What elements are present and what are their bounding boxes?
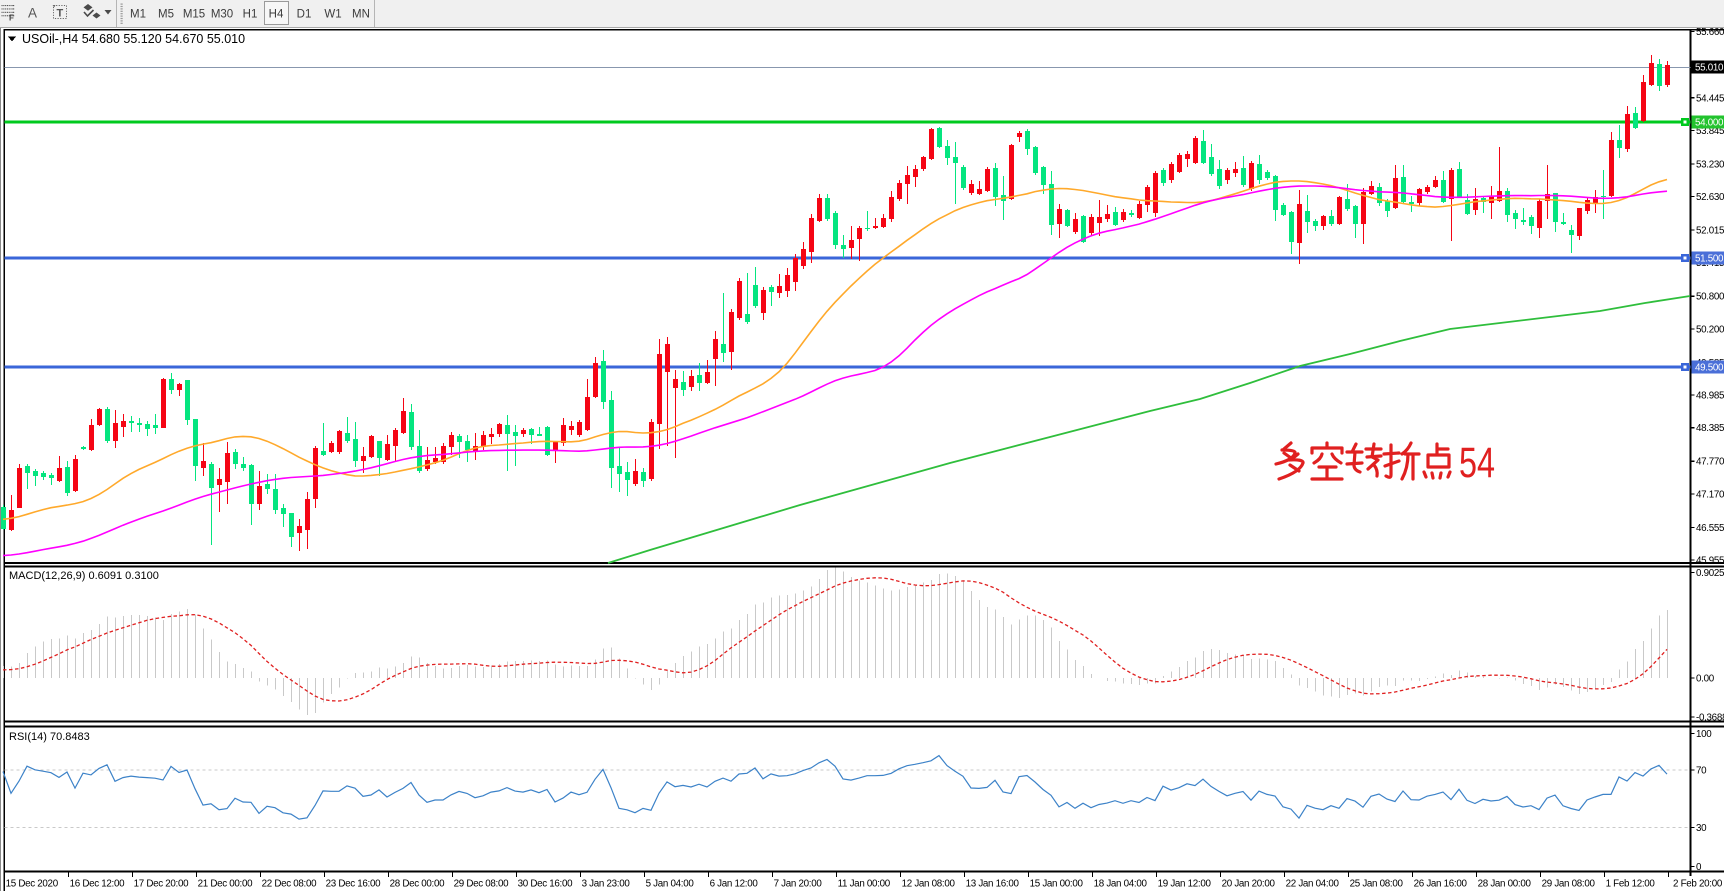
- svg-text:2 Feb 20:00: 2 Feb 20:00: [1673, 879, 1723, 890]
- svg-text:D1: D1: [297, 9, 312, 21]
- svg-text:H1: H1: [243, 9, 258, 21]
- svg-text:29 Dec 08:00: 29 Dec 08:00: [454, 879, 510, 890]
- svg-text:53.845: 53.845: [1696, 126, 1724, 137]
- svg-text:48.985: 48.985: [1696, 391, 1724, 402]
- svg-text:100: 100: [1696, 729, 1712, 740]
- svg-text:48.385: 48.385: [1696, 423, 1724, 434]
- svg-text:28 Dec 00:00: 28 Dec 00:00: [390, 879, 446, 890]
- svg-text:1 Feb 12:00: 1 Feb 12:00: [1606, 879, 1656, 890]
- svg-text:-0.3688: -0.3688: [1696, 713, 1724, 724]
- svg-text:28 Jan 00:00: 28 Jan 00:00: [1478, 879, 1532, 890]
- svg-text:22 Dec 08:00: 22 Dec 08:00: [262, 879, 318, 890]
- svg-text:M5: M5: [158, 9, 174, 21]
- svg-text:13 Jan 16:00: 13 Jan 16:00: [966, 879, 1020, 890]
- svg-text:47.770: 47.770: [1696, 457, 1724, 468]
- svg-text:55.660: 55.660: [1696, 27, 1724, 38]
- svg-text:70: 70: [1696, 766, 1707, 777]
- svg-text:0: 0: [1696, 862, 1702, 873]
- svg-text:54.445: 54.445: [1696, 93, 1724, 104]
- svg-text:12 Jan 08:00: 12 Jan 08:00: [902, 879, 956, 890]
- svg-text:7 Jan 20:00: 7 Jan 20:00: [774, 879, 823, 890]
- svg-text:46.555: 46.555: [1696, 523, 1724, 534]
- svg-text:17 Dec 20:00: 17 Dec 20:00: [134, 879, 190, 890]
- svg-text:MACD(12,26,9) 0.6091 0.3100: MACD(12,26,9) 0.6091 0.3100: [9, 570, 159, 582]
- svg-text:50.800: 50.800: [1696, 292, 1724, 303]
- svg-text:49.500: 49.500: [1695, 363, 1724, 374]
- svg-text:M15: M15: [183, 9, 205, 21]
- svg-text:USOil-,H4 54.680 55.120 54.67: USOil-,H4 54.680 55.120 54.670 55.010: [22, 32, 245, 46]
- svg-text:T: T: [57, 8, 64, 20]
- svg-text:23 Dec 16:00: 23 Dec 16:00: [326, 879, 382, 890]
- svg-text:21 Dec 00:00: 21 Dec 00:00: [198, 879, 254, 890]
- svg-text:F: F: [9, 14, 14, 23]
- svg-text:30: 30: [1696, 823, 1707, 834]
- svg-text:M30: M30: [211, 9, 233, 21]
- svg-text:H4: H4: [269, 9, 284, 21]
- svg-text:29 Jan 08:00: 29 Jan 08:00: [1542, 879, 1596, 890]
- svg-text:A: A: [28, 6, 37, 21]
- svg-text:0.00: 0.00: [1696, 674, 1715, 685]
- svg-text:50.200: 50.200: [1696, 324, 1724, 335]
- svg-text:54: 54: [1459, 439, 1495, 487]
- svg-text:W1: W1: [324, 9, 341, 21]
- svg-text:51.500: 51.500: [1695, 254, 1724, 265]
- svg-text:RSI(14) 70.8483: RSI(14) 70.8483: [9, 731, 90, 743]
- svg-text:52.630: 52.630: [1696, 192, 1724, 203]
- svg-text:55.010: 55.010: [1695, 63, 1724, 74]
- svg-text:45.955: 45.955: [1696, 556, 1724, 567]
- svg-text:16 Dec 12:00: 16 Dec 12:00: [70, 879, 126, 890]
- svg-text:53.230: 53.230: [1696, 159, 1724, 170]
- svg-text:15 Jan 00:00: 15 Jan 00:00: [1030, 879, 1084, 890]
- svg-text:M1: M1: [130, 9, 146, 21]
- svg-text:11 Jan 00:00: 11 Jan 00:00: [838, 879, 891, 890]
- svg-text:0.9025: 0.9025: [1696, 568, 1724, 579]
- svg-text:52.015: 52.015: [1696, 226, 1724, 237]
- svg-text:30 Dec 16:00: 30 Dec 16:00: [518, 879, 574, 890]
- svg-text:19 Jan 12:00: 19 Jan 12:00: [1158, 879, 1212, 890]
- svg-text:5 Jan 04:00: 5 Jan 04:00: [646, 879, 695, 890]
- svg-text:54.000: 54.000: [1695, 118, 1724, 129]
- svg-text:3 Jan 23:00: 3 Jan 23:00: [582, 879, 631, 890]
- svg-text:47.170: 47.170: [1696, 489, 1724, 500]
- svg-text:6 Jan 12:00: 6 Jan 12:00: [710, 879, 759, 890]
- svg-text:22 Jan 04:00: 22 Jan 04:00: [1286, 879, 1340, 890]
- svg-text:25 Jan 08:00: 25 Jan 08:00: [1350, 879, 1404, 890]
- svg-text:20 Jan 20:00: 20 Jan 20:00: [1222, 879, 1276, 890]
- svg-text:15 Dec 2020: 15 Dec 2020: [6, 879, 59, 890]
- svg-text:18 Jan 04:00: 18 Jan 04:00: [1094, 879, 1148, 890]
- svg-text:26 Jan 16:00: 26 Jan 16:00: [1414, 879, 1468, 890]
- svg-text:MN: MN: [352, 9, 370, 21]
